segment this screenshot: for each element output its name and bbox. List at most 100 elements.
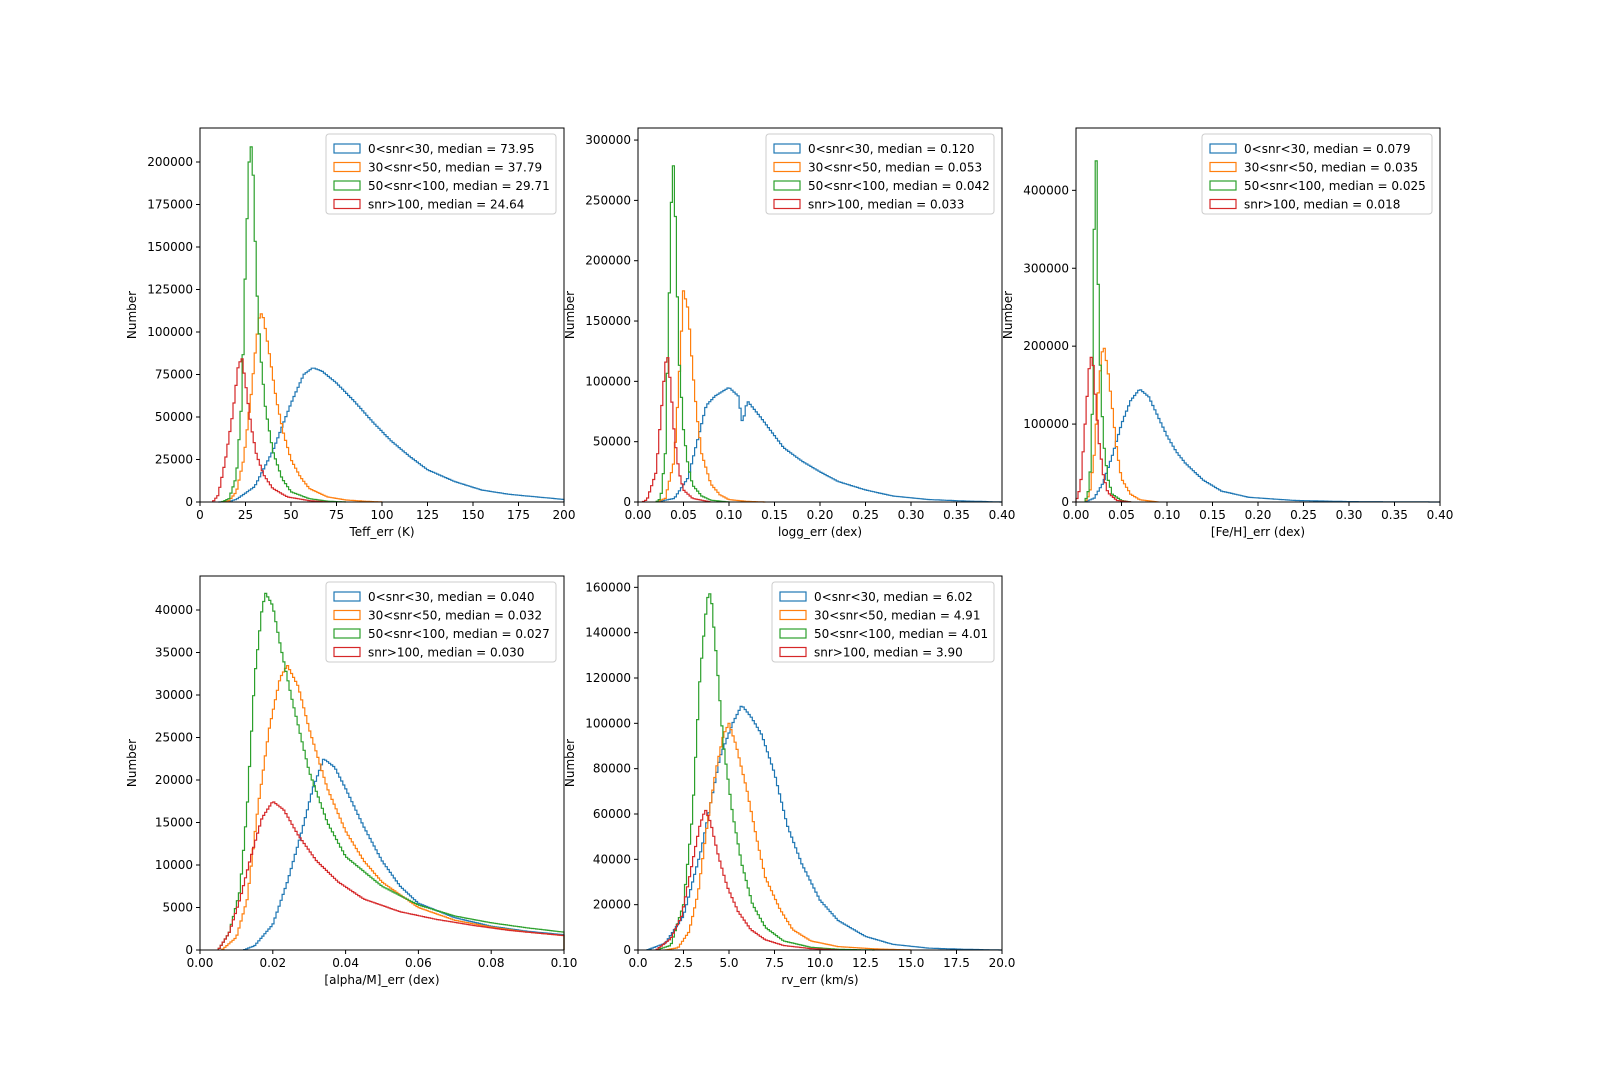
legend-entry: 0<snr<30, median = 0.040: [368, 590, 534, 604]
y-tick-label: 0: [623, 495, 631, 509]
legend-box: [325, 581, 557, 663]
legend-box: [1201, 133, 1433, 215]
y-tick-label: 35000: [155, 646, 193, 660]
legend-entry: 50<snr<100, median = 0.027: [368, 627, 550, 641]
x-tick-label: 0.00: [1063, 508, 1090, 522]
x-tick-label: 0.00: [625, 508, 652, 522]
legend-box: [771, 581, 995, 663]
legend: 0<snr<30, median = 6.02 30<snr<50, median…: [771, 581, 995, 663]
legend-swatch: [773, 198, 801, 210]
legend: 0<snr<30, median = 0.120 30<snr<50, media…: [765, 133, 995, 215]
y-tick-label: 20000: [155, 773, 193, 787]
histogram-series-2: [221, 313, 383, 503]
y-tick-label: 50000: [593, 435, 631, 449]
y-tick-label: 10000: [155, 858, 193, 872]
y-tick-label: 120000: [585, 671, 631, 685]
legend-swatch: [333, 628, 361, 639]
x-tick-label: 0.02: [259, 956, 286, 970]
histogram-series-2: [664, 722, 911, 951]
y-tick-label: 30000: [155, 688, 193, 702]
y-tick-label: 160000: [585, 580, 631, 594]
histogram-series-1: [218, 367, 565, 503]
histogram-series-2: [655, 290, 766, 503]
x-tick-label: 100: [371, 508, 394, 522]
histogram-series-4: [1075, 356, 1132, 503]
x-tick-label: 0.20: [1245, 508, 1272, 522]
legend-entry: 30<snr<50, median = 0.035: [1244, 161, 1418, 175]
y-axis-label: Number: [563, 291, 577, 339]
legend-swatch: [333, 198, 361, 210]
histogram-series-1: [646, 705, 1002, 951]
y-tick-label: 15000: [155, 816, 193, 830]
y-tick-label: 40000: [155, 603, 193, 617]
histogram-series-4: [212, 358, 328, 503]
x-tick-label: 0.05: [670, 508, 697, 522]
legend-swatch: [333, 143, 361, 154]
histogram-series-4: [641, 357, 712, 503]
x-tick-label: 2.5: [674, 956, 693, 970]
x-tick-label: 5.0: [719, 956, 738, 970]
y-tick-label: 5000: [162, 901, 193, 915]
chart-panel-3: 0.00 0.05 0.10 0.15 0.20 0.25 0.30 0.35 0.40 0 100…: [1001, 127, 1454, 539]
y-axis-label: Number: [125, 291, 139, 339]
x-axis-label: [Fe/H]_err (dex): [1211, 525, 1305, 539]
x-axis-label: rv_err (km/s): [781, 973, 858, 987]
legend-entry: 30<snr<50, median = 0.032: [368, 609, 542, 623]
legend-swatch: [1209, 161, 1237, 173]
legend-swatch: [333, 180, 361, 191]
x-axis-label: logg_err (dex): [778, 525, 862, 539]
legend-swatch: [773, 161, 801, 173]
y-tick-label: 100000: [585, 374, 631, 388]
y-tick-label: 40000: [593, 852, 631, 866]
legend-swatch: [1209, 180, 1237, 191]
legend-entry: 30<snr<50, median = 4.91: [814, 609, 980, 623]
legend-entry: snr>100, median = 0.030: [368, 646, 524, 660]
x-tick-label: 7.5: [765, 956, 784, 970]
legend-entry: 50<snr<100, median = 0.025: [1244, 179, 1426, 193]
chart-panel-4: 0.00 0.02 0.04 0.06 0.08 0.10 0 5000 10000 15000 2…: [125, 575, 577, 987]
x-tick-label: 175: [507, 508, 530, 522]
x-tick-label: 0.10: [1154, 508, 1181, 522]
histogram-series-3: [221, 146, 346, 503]
x-tick-label: 150: [462, 508, 485, 522]
x-tick-label: 0.15: [761, 508, 788, 522]
legend-entry: snr>100, median = 3.90: [814, 646, 963, 660]
x-tick-label: 0.35: [943, 508, 970, 522]
histogram-series-3: [655, 593, 875, 951]
y-tick-label: 0: [185, 495, 193, 509]
legend-swatch: [779, 591, 807, 602]
histogram-series-2: [221, 665, 565, 950]
x-tick-label: 0.20: [807, 508, 834, 522]
x-tick-label: 0.15: [1199, 508, 1226, 522]
legend-entry: 50<snr<100, median = 29.71: [368, 179, 550, 193]
legend-swatch: [779, 628, 807, 639]
legend: 0<snr<30, median = 73.95 30<snr<50, media…: [325, 133, 557, 215]
legend-swatch: [779, 609, 807, 621]
legend-swatch: [779, 646, 807, 658]
y-tick-label: 300000: [1023, 261, 1069, 275]
y-tick-label: 0: [1061, 495, 1069, 509]
x-tick-label: 50: [283, 508, 298, 522]
legend-entry: 0<snr<30, median = 0.120: [808, 142, 974, 156]
legend-entry: 50<snr<100, median = 4.01: [814, 627, 988, 641]
y-tick-label: 175000: [147, 198, 193, 212]
y-tick-label: 25000: [155, 453, 193, 467]
y-tick-label: 80000: [593, 762, 631, 776]
legend-box: [325, 133, 557, 215]
legend-swatch: [773, 143, 801, 154]
y-tick-label: 100000: [585, 716, 631, 730]
histogram-series-4: [655, 809, 839, 951]
legend-swatch: [1209, 198, 1237, 210]
y-axis-label: Number: [563, 739, 577, 787]
x-tick-label: 12.5: [852, 956, 879, 970]
x-tick-label: 0.40: [1427, 508, 1454, 522]
histogram-series-4: [217, 801, 565, 950]
x-tick-label: 0.25: [1290, 508, 1317, 522]
y-tick-label: 50000: [155, 410, 193, 424]
legend-entry: 50<snr<100, median = 0.042: [808, 179, 990, 193]
legend: 0<snr<30, median = 0.079 30<snr<50, media…: [1201, 133, 1433, 215]
y-tick-label: 150000: [585, 314, 631, 328]
x-tick-label: 17.5: [943, 956, 970, 970]
x-tick-label: 0.10: [716, 508, 743, 522]
